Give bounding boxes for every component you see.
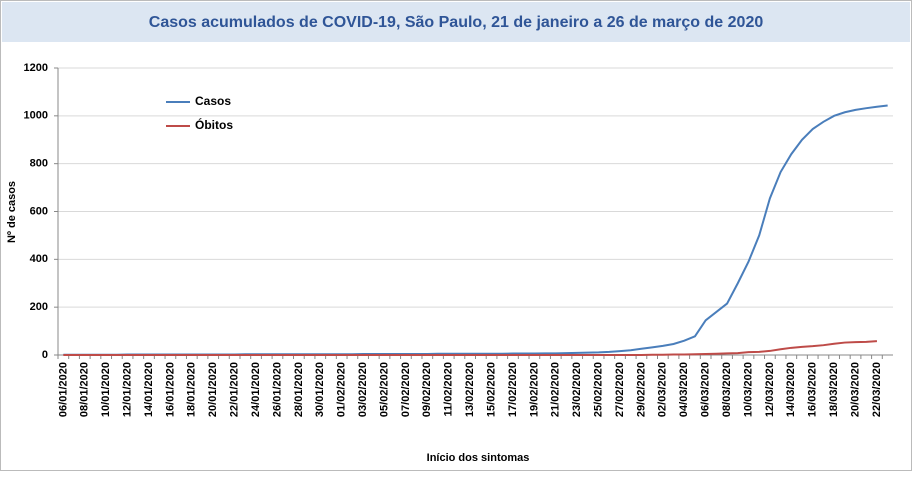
x-tick-label: 29/02/2020 <box>635 362 647 417</box>
y-tick-label: 1000 <box>24 110 48 122</box>
x-tick-label: 19/02/2020 <box>528 362 540 417</box>
x-tick-label: 24/01/2020 <box>250 362 262 417</box>
x-tick-label: 23/02/2020 <box>571 362 583 417</box>
x-axis-label: Início dos sintomas <box>427 452 530 464</box>
x-tick-label: 21/02/2020 <box>550 362 562 417</box>
x-tick-label: 12/01/2020 <box>121 362 133 417</box>
y-tick-label: 600 <box>30 205 48 217</box>
x-tick-label: 27/02/2020 <box>614 362 626 417</box>
x-tick-label: 28/01/2020 <box>293 362 305 417</box>
x-tick-label: 22/01/2020 <box>229 362 241 417</box>
y-tick-label: 800 <box>30 158 48 170</box>
x-tick-label: 13/02/2020 <box>464 362 476 417</box>
x-tick-label: 18/01/2020 <box>186 362 198 417</box>
x-tick-label: 14/01/2020 <box>143 362 155 417</box>
x-tick-label: 03/02/2020 <box>357 362 369 417</box>
data-line <box>63 340 878 356</box>
x-tick-label: 25/02/2020 <box>593 362 605 417</box>
x-tick-label: 22/03/2020 <box>871 362 883 417</box>
chart-title: Casos acumulados de COVID-19, São Paulo,… <box>149 14 764 31</box>
x-tick-label: 05/02/2020 <box>378 362 390 417</box>
legend-label: Casos <box>195 94 231 108</box>
x-tick-label: 08/03/2020 <box>721 362 733 417</box>
x-tick-label: 10/01/2020 <box>100 362 112 417</box>
x-tick-label: 11/02/2020 <box>443 362 455 416</box>
title-banner <box>2 2 910 42</box>
x-tick-label: 17/02/2020 <box>507 362 519 417</box>
x-tick-label: 20/01/2020 <box>207 362 219 417</box>
x-tick-label: 16/01/2020 <box>164 362 176 417</box>
x-tick-label: 10/03/2020 <box>742 362 754 417</box>
x-tick-label: 02/03/2020 <box>657 362 669 417</box>
x-tick-label: 08/01/2020 <box>79 362 91 417</box>
x-tick-label: 09/02/2020 <box>421 362 433 417</box>
x-tick-label: 15/02/2020 <box>485 362 497 417</box>
y-axis-label: Nº de casos <box>6 181 18 243</box>
x-tick-label: 04/03/2020 <box>678 362 690 417</box>
x-tick-label: 16/03/2020 <box>807 362 819 417</box>
x-tick-label: 12/03/2020 <box>764 362 776 417</box>
x-tick-label: 06/01/2020 <box>57 362 69 417</box>
y-tick-label: 1200 <box>24 62 48 74</box>
y-tick-label: 200 <box>30 301 48 313</box>
y-tick-label: 0 <box>42 349 48 361</box>
x-tick-label: 07/02/2020 <box>400 362 412 417</box>
x-tick-label: 30/01/2020 <box>314 362 326 417</box>
x-tick-label: 18/03/2020 <box>828 362 840 417</box>
x-tick-label: 06/03/2020 <box>700 362 712 417</box>
x-tick-label: 14/03/2020 <box>785 362 797 417</box>
y-tick-label: 400 <box>30 253 48 265</box>
x-tick-label: 26/01/2020 <box>271 362 283 417</box>
x-tick-label: 20/03/2020 <box>849 362 861 417</box>
legend-label: Óbitos <box>195 117 233 132</box>
x-tick-label: 01/02/2020 <box>336 362 348 417</box>
